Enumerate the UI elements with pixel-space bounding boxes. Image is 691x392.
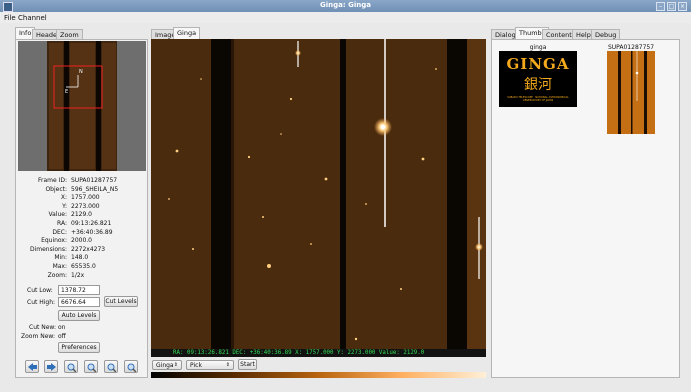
- app-icon: [3, 2, 13, 12]
- zoom-new-label: Zoom New:: [21, 333, 55, 340]
- info-row: Zoom: 1/2x: [15, 272, 165, 280]
- info-row: Equinox: 2000.0: [15, 237, 165, 245]
- mode-select[interactable]: Pick ⇕: [186, 360, 234, 370]
- info-row-label: Zoom:: [47, 271, 67, 279]
- menu-file[interactable]: File: [4, 14, 16, 22]
- info-row-value: 596_SHEILA_N5: [71, 185, 119, 193]
- tab-zoom[interactable]: Zoom: [56, 29, 83, 40]
- info-row-label: Dimensions:: [29, 245, 67, 253]
- info-row-label: DEC:: [52, 228, 67, 236]
- pan-preview[interactable]: N E: [18, 41, 146, 171]
- compass-east-label: E: [65, 89, 69, 95]
- info-row-value: 2129.0: [71, 211, 92, 219]
- close-icon[interactable]: ×: [678, 2, 687, 11]
- tab-debug[interactable]: Debug: [591, 29, 621, 40]
- zoom-reset-icon: [127, 363, 136, 372]
- cut-high-field[interactable]: 6676.64: [58, 297, 100, 307]
- auto-levels-button[interactable]: Auto Levels: [58, 310, 100, 321]
- channel-select[interactable]: Ginga ⇕: [152, 360, 182, 370]
- zoom-fit-icon: [107, 363, 116, 372]
- pan-preview-image: [47, 41, 117, 171]
- channel-select-value: Ginga: [156, 362, 174, 369]
- info-row-value: 2000.0: [71, 237, 92, 245]
- info-row: DEC: +36:40:36.89: [15, 229, 165, 237]
- thumb-supa[interactable]: [607, 51, 655, 134]
- info-row: RA: 09:13:26.821: [15, 220, 165, 228]
- next-image-button[interactable]: [44, 360, 58, 373]
- info-row-value: 09:13:26.821: [71, 220, 112, 227]
- info-row-value: 2272x4273: [71, 245, 106, 253]
- zoom-fit-button[interactable]: [104, 360, 118, 373]
- image-viewer[interactable]: [151, 39, 486, 349]
- info-row: Y: 2273.000: [15, 203, 165, 211]
- maximize-icon[interactable]: □: [667, 2, 676, 11]
- window-title: Ginga: Ginga: [320, 1, 371, 9]
- cut-low-label: Cut Low:: [27, 287, 53, 294]
- image-canvas: [151, 39, 486, 349]
- preferences-button[interactable]: Preferences: [58, 342, 100, 353]
- info-row-label: Max:: [52, 263, 67, 270]
- prev-image-button[interactable]: [25, 360, 39, 373]
- zoom-out-button[interactable]: [84, 360, 98, 373]
- info-row-label: Value:: [48, 211, 68, 219]
- cut-new-label: Cut New:: [29, 324, 57, 331]
- window-titlebar: Ginga: Ginga – □ ×: [0, 0, 691, 12]
- info-row-label: RA:: [57, 220, 67, 227]
- info-row-label: Frame ID:: [37, 177, 67, 184]
- ginga-logo-text: GINGA: [506, 55, 570, 73]
- info-row-value: +36:40:36.89: [71, 228, 113, 236]
- info-row-label: X:: [60, 194, 67, 202]
- ginga-logo-kanji: 銀河: [524, 77, 552, 93]
- tab-ginga[interactable]: Ginga: [173, 27, 201, 40]
- thumb-supa-image: [607, 51, 655, 134]
- chevron-updown-icon: ⇕: [225, 362, 230, 368]
- info-row-value: 1757.000: [71, 194, 100, 202]
- status-text: RA: 09:13:26.821 DEC: +36:40:36.89 X: 17…: [173, 350, 425, 356]
- info-row: Value: 2129.0: [15, 211, 165, 219]
- zoom-out-icon: [87, 363, 96, 372]
- arrow-left-icon: [28, 363, 37, 371]
- info-row-label: Object:: [45, 185, 67, 193]
- minimize-icon[interactable]: –: [656, 2, 665, 11]
- info-row-value: SUPA01287757: [71, 177, 118, 184]
- thumb-ginga[interactable]: GINGA 銀河 SUBARU TELESCOPE · NATIONAL AST…: [499, 51, 577, 107]
- info-row-value: 65535.0: [71, 263, 96, 270]
- info-row: Min: 148.0: [15, 254, 165, 262]
- info-row: Object: 596_SHEILA_N5: [15, 186, 165, 194]
- info-row-value: 148.0: [71, 254, 89, 262]
- cut-levels-button[interactable]: Cut Levels: [104, 296, 138, 307]
- zoom-in-icon: [67, 363, 76, 372]
- menu-bar: File Channel: [0, 12, 691, 23]
- cut-low-field[interactable]: 1378.72: [58, 285, 100, 295]
- ginga-logo-subtitle: SUBARU TELESCOPE · NATIONAL ASTRONOMICAL…: [507, 96, 569, 102]
- zoom-new-value: off: [58, 333, 66, 340]
- start-button[interactable]: Start: [238, 359, 257, 370]
- cut-new-value: on: [58, 324, 66, 331]
- zoom-reset-button[interactable]: [124, 360, 138, 373]
- arrow-right-icon: [47, 363, 56, 371]
- info-row-label: Min:: [54, 254, 67, 262]
- mode-select-value: Pick: [190, 362, 202, 369]
- info-row: Frame ID: SUPA01287757: [15, 177, 165, 185]
- menu-channel[interactable]: Channel: [18, 14, 47, 22]
- info-row: Max: 65535.0: [15, 263, 165, 271]
- info-row: X: 1757.000: [15, 194, 165, 202]
- info-row: Dimensions: 2272x4273: [15, 246, 165, 254]
- info-row-value: 1/2x: [71, 271, 85, 279]
- info-row-label: Y:: [62, 202, 67, 210]
- compass-north-label: N: [79, 69, 83, 75]
- thumb-supa-label: SUPA01287757: [607, 44, 655, 51]
- zoom-in-button[interactable]: [64, 360, 78, 373]
- chevron-updown-icon: ⇕: [173, 362, 178, 368]
- info-row-label: Equinox:: [41, 237, 67, 245]
- colorbar[interactable]: [151, 372, 486, 378]
- status-bar: RA: 09:13:26.821 DEC: +36:40:36.89 X: 17…: [151, 349, 486, 357]
- info-row-value: 2273.000: [71, 202, 100, 210]
- thumb-ginga-label: ginga: [529, 44, 547, 51]
- cut-high-label: Cut High:: [27, 299, 56, 306]
